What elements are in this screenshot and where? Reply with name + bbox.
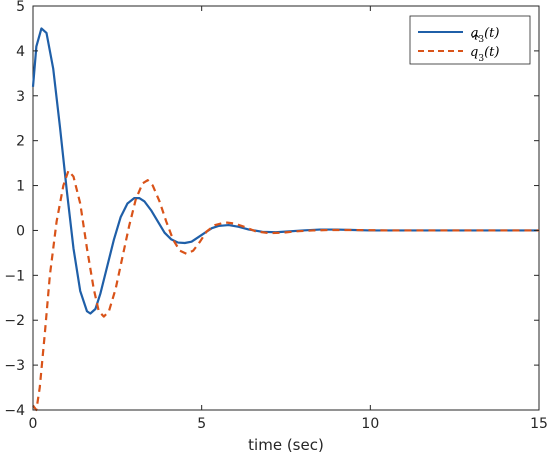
y-tick-label: 2 <box>16 134 25 150</box>
y-tick-label: 0 <box>16 223 25 239</box>
series-layer <box>31 27 539 412</box>
legend-box <box>409 15 531 65</box>
y-tick-label: 3 <box>16 89 25 105</box>
y-tick-label: −3 <box>4 358 25 374</box>
axis-ticks: 0 5 10 15 −4 −3 −2 −1 0 1 2 3 4 5 <box>4 0 548 432</box>
legend-label-q3-hat: q3(t) <box>470 45 499 64</box>
x-tick-label: 5 <box>197 416 206 432</box>
x-tick-label: 15 <box>530 416 548 432</box>
y-tick-label: −2 <box>4 313 25 329</box>
series-line-q3-hat <box>32 169 539 412</box>
legend-hat-mark: ^ <box>471 33 482 48</box>
y-tick-label: 4 <box>16 44 25 60</box>
x-tick-label: 10 <box>361 416 379 432</box>
y-tick-label: 1 <box>16 179 25 195</box>
y-tick-label: −4 <box>4 403 25 419</box>
y-tick-label: 5 <box>16 0 25 15</box>
y-tick-label: −1 <box>4 268 25 284</box>
x-axis-label: time (sec) <box>248 436 324 454</box>
x-tick-label: 0 <box>29 416 38 432</box>
legend: q3(t) ^ q3(t) <box>409 15 531 65</box>
plot-area-frame <box>32 5 540 411</box>
legend-label-q3: q3(t) <box>470 26 499 45</box>
